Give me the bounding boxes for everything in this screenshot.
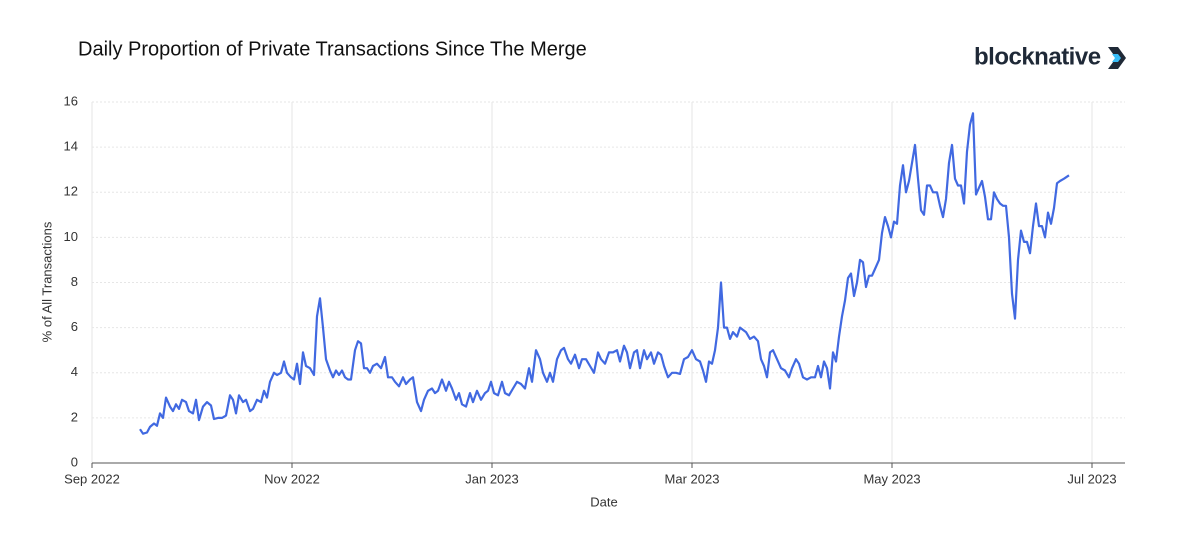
x-tick-label: Jul 2023: [1067, 471, 1116, 486]
x-tick-label: Jan 2023: [465, 471, 519, 486]
y-tick-label: 0: [71, 454, 78, 469]
y-tick-label: 12: [64, 184, 78, 199]
logo-text: blocknative: [974, 43, 1101, 70]
y-tick-label: 8: [71, 274, 78, 289]
y-tick-label: 2: [71, 409, 78, 424]
y-tick-label: 10: [64, 229, 78, 244]
y-tick-label: 4: [71, 364, 78, 379]
y-tick-label: 6: [71, 319, 78, 334]
y-tick-label: 14: [64, 139, 78, 154]
y-axis-label: % of All Transactions: [39, 221, 54, 342]
y-tick-label: 16: [64, 93, 78, 108]
chart-title: Daily Proportion of Private Transactions…: [78, 38, 587, 60]
logo-icon: [1108, 47, 1126, 69]
x-tick-label: Mar 2023: [665, 471, 720, 486]
x-tick-label: May 2023: [863, 471, 920, 486]
data-line: [139, 112, 1070, 435]
x-axis-label: Date: [590, 494, 617, 509]
x-tick-label: Sep 2022: [64, 471, 120, 486]
x-tick-label: Nov 2022: [264, 471, 320, 486]
